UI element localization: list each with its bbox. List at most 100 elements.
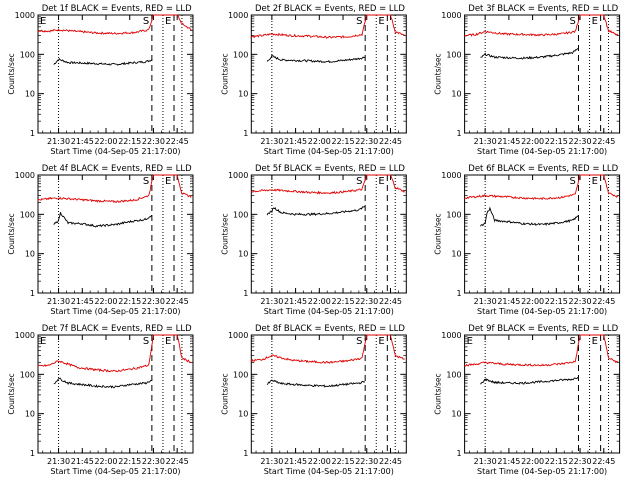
- x-axis-label: Start Time (04-Sep-05 21:17:00): [50, 467, 180, 476]
- y-tick-label: 1: [457, 129, 462, 138]
- panel-det-3: Det 3f BLACK = Events, RED = LLD Counts/s…: [434, 4, 621, 156]
- panel-det-7: Det 7f BLACK = Events, RED = LLD Counts/s…: [7, 324, 194, 476]
- x-tick-label: 22:15: [118, 457, 141, 466]
- y-tick-label: 1000: [15, 171, 35, 180]
- panel-title: Det 2f BLACK = Events, RED = LLD: [255, 4, 405, 14]
- y-tick-label: 100: [446, 370, 461, 379]
- x-tick-label: 22:15: [545, 137, 568, 146]
- x-tick-label: 21:45: [497, 137, 520, 146]
- x-tick-label: 22:00: [94, 297, 117, 306]
- events-series-line: [480, 206, 579, 227]
- x-axis-label: Start Time (04-Sep-05 21:17:00): [50, 147, 180, 156]
- y-tick-label: 1: [30, 129, 35, 138]
- x-tick-label: 21:45: [284, 297, 307, 306]
- panel-det-6: Det 6f BLACK = Events, RED = LLD Counts/s…: [434, 164, 621, 316]
- y-tick-label: 100: [20, 370, 35, 379]
- x-tick-label: 21:45: [497, 297, 520, 306]
- y-tick-label: 1000: [228, 11, 248, 20]
- x-axis-label: Start Time (04-Sep-05 21:17:00): [264, 147, 394, 156]
- y-tick-label: 1000: [228, 331, 248, 340]
- x-tick-label: 22:30: [142, 457, 165, 466]
- y-tick-label: 10: [238, 90, 248, 99]
- y-axis-label: Counts/sec: [7, 373, 16, 414]
- x-axis-label: Start Time (04-Sep-05 21:17:00): [50, 307, 180, 316]
- x-tick-label: 22:15: [545, 297, 568, 306]
- x-tick-label: 22:45: [379, 297, 402, 306]
- events-series-line: [266, 205, 366, 216]
- y-tick-label: 100: [233, 50, 248, 59]
- lld-series-line: [250, 14, 406, 39]
- marker-label-E: E: [165, 336, 171, 347]
- y-tick-label: 100: [20, 50, 35, 59]
- x-tick-label: 22:45: [592, 297, 615, 306]
- panel-title: Det 4f BLACK = Events, RED = LLD: [42, 164, 192, 174]
- y-axis-label: Counts/sec: [434, 373, 443, 414]
- marker-label-E: E: [592, 16, 598, 27]
- x-tick-label: 21:45: [497, 457, 520, 466]
- events-series-line: [53, 377, 152, 389]
- y-tick-label: 10: [238, 410, 248, 419]
- x-tick-label: 22:30: [142, 297, 165, 306]
- y-tick-label: 100: [233, 370, 248, 379]
- y-axis-label: Counts/sec: [7, 53, 16, 94]
- panel-det-5: Det 5f BLACK = Events, RED = LLD Counts/s…: [220, 164, 407, 316]
- plot-frame: [37, 174, 194, 294]
- marker-label-E: E: [40, 16, 46, 27]
- panel-det-9: Det 9f BLACK = Events, RED = LLD Counts/s…: [434, 324, 621, 476]
- x-tick-label: 22:30: [355, 137, 378, 146]
- x-tick-label: 21:45: [284, 457, 307, 466]
- x-tick-label: 22:30: [355, 297, 378, 306]
- y-tick-label: 1000: [441, 11, 461, 20]
- x-tick-label: 21:45: [71, 137, 94, 146]
- events-series-line: [480, 48, 579, 60]
- y-axis-label: Counts/sec: [7, 213, 16, 254]
- plot-frame: [464, 14, 621, 134]
- x-tick-label: 21:45: [71, 457, 94, 466]
- lld-series-line: [37, 14, 192, 35]
- y-axis-label: Counts/sec: [220, 213, 229, 254]
- x-tick-label: 22:00: [94, 137, 117, 146]
- x-axis-label: Start Time (04-Sep-05 21:17:00): [477, 147, 607, 156]
- x-tick-label: 22:15: [332, 137, 355, 146]
- x-tick-label: 22:00: [521, 297, 544, 306]
- x-tick-label: 22:00: [521, 137, 544, 146]
- events-series-line: [266, 379, 366, 388]
- y-tick-label: 1: [457, 449, 462, 458]
- panel-title: Det 9f BLACK = Events, RED = LLD: [468, 324, 618, 334]
- x-tick-label: 22:00: [308, 137, 331, 146]
- x-tick-label: 21:30: [474, 137, 497, 146]
- panel-title: Det 8f BLACK = Events, RED = LLD: [255, 324, 405, 334]
- marker-label-E: E: [378, 176, 384, 187]
- lld-series-line: [250, 334, 405, 364]
- plot-frame: [250, 14, 407, 134]
- events-series-line: [266, 54, 366, 64]
- y-tick-label: 1: [457, 289, 462, 298]
- x-axis-label: Start Time (04-Sep-05 21:17:00): [477, 307, 607, 316]
- marker-label-S: S: [569, 176, 575, 187]
- plot-frame: [250, 334, 407, 454]
- y-tick-label: 1: [243, 129, 248, 138]
- marker-label-E: E: [592, 176, 598, 187]
- x-tick-label: 22:30: [569, 297, 592, 306]
- y-tick-label: 1: [243, 449, 248, 458]
- x-tick-label: 21:30: [474, 457, 497, 466]
- marker-label-E: E: [592, 336, 598, 347]
- x-tick-label: 22:15: [332, 457, 355, 466]
- x-tick-label: 22:00: [94, 457, 117, 466]
- y-tick-label: 100: [446, 50, 461, 59]
- x-tick-label: 21:30: [47, 297, 70, 306]
- panel-det-2: Det 2f BLACK = Events, RED = LLD Counts/s…: [220, 4, 407, 156]
- marker-label-E: E: [40, 336, 46, 347]
- x-tick-label: 21:30: [47, 457, 70, 466]
- x-tick-label: 22:45: [379, 137, 402, 146]
- x-tick-label: 22:15: [118, 297, 141, 306]
- plot-frame: [37, 14, 194, 134]
- x-tick-label: 22:30: [355, 457, 378, 466]
- panel-title: Det 5f BLACK = Events, RED = LLD: [255, 164, 405, 174]
- marker-label-S: S: [143, 176, 149, 187]
- y-axis-label: Counts/sec: [220, 373, 229, 414]
- x-tick-label: 22:00: [308, 297, 331, 306]
- lld-series-line: [464, 174, 619, 201]
- x-tick-label: 22:45: [592, 137, 615, 146]
